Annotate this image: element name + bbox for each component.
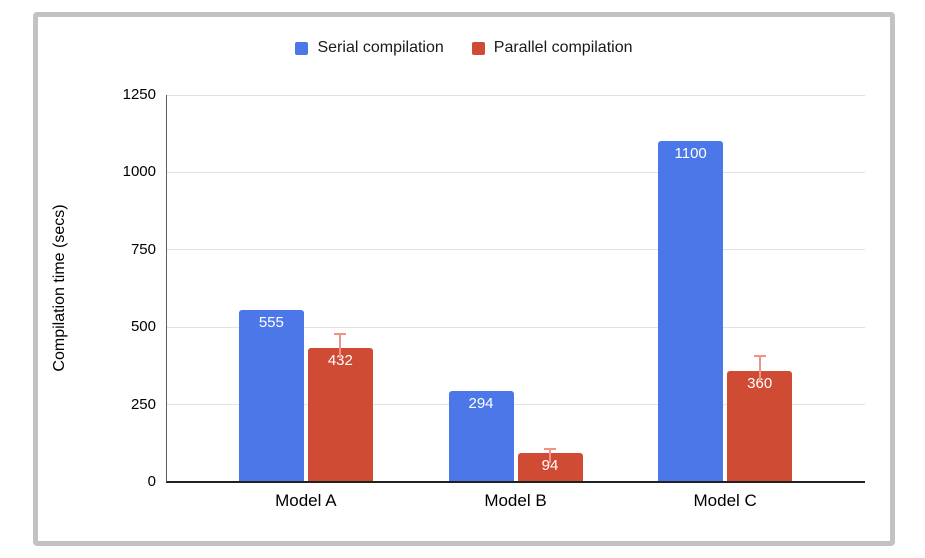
error-bar-parallel-compilation-model-b (549, 448, 551, 463)
y-tick-label-1250: 1250 (122, 86, 156, 103)
x-axis-label-model-a: Model A (275, 491, 337, 510)
error-bar-parallel-compilation-model-a (339, 332, 342, 359)
bar-serial-compilation-model-a: 555 (238, 310, 304, 482)
x-axis-label-model-b: Model B (484, 491, 547, 510)
bar-parallel-compilation-model-c: 360 (727, 370, 793, 482)
gridline-250 (166, 404, 865, 406)
legend-item-serial-compilation: Serial compilation (295, 39, 444, 57)
gridline-750 (166, 249, 865, 251)
y-tick-label-1000: 1000 (122, 163, 156, 181)
chart-legend: Serial compilation Parallel compilation (38, 36, 890, 60)
error-bar-cap-parallel-compilation-model-c (753, 355, 766, 358)
legend-label-serial-compilation: Serial compilation (317, 39, 444, 56)
y-tick-label-0: 0 (147, 473, 156, 490)
y-tick-label-750: 750 (130, 240, 156, 258)
y-tick-label-500: 500 (130, 318, 156, 336)
legend-item-parallel-compilation: Parallel compilation (471, 39, 633, 57)
bar-serial-compilation-model-c: 1100 (658, 141, 724, 482)
y-tick-label-250: 250 (130, 395, 156, 413)
plot-area: 555 432 294 94 1100 360 (166, 94, 865, 483)
error-bar-cap-parallel-compilation-model-b (544, 448, 556, 451)
x-axis-line (166, 481, 865, 483)
legend-swatch-serial-compilation (295, 41, 309, 55)
bar-value-label-parallel-compilation-model-b: 94 (541, 456, 559, 474)
bar-value-label-serial-compilation-model-b: 294 (468, 394, 494, 412)
legend-label-parallel-compilation: Parallel compilation (493, 39, 633, 56)
error-bar-parallel-compilation-model-c (758, 355, 761, 381)
bar-serial-compilation-model-b: 294 (448, 390, 514, 482)
bar-value-label-serial-compilation-model-c: 1100 (674, 145, 707, 163)
bar-value-label-parallel-compilation-model-c: 360 (747, 374, 773, 392)
gridline-1250 (166, 94, 865, 96)
legend-swatch-parallel-compilation (471, 41, 485, 55)
error-bar-cap-parallel-compilation-model-a (334, 332, 347, 335)
gridline-1000 (166, 171, 865, 173)
bar-parallel-compilation-model-a: 432 (307, 348, 373, 482)
gridline-500 (166, 326, 865, 328)
x-axis-label-model-c: Model C (693, 491, 757, 510)
bar-value-label-parallel-compilation-model-a: 432 (327, 352, 353, 370)
y-axis-line (166, 95, 167, 482)
y-axis-title: Compilation time (secs) (51, 204, 68, 372)
bar-value-label-serial-compilation-model-a: 555 (258, 314, 284, 332)
